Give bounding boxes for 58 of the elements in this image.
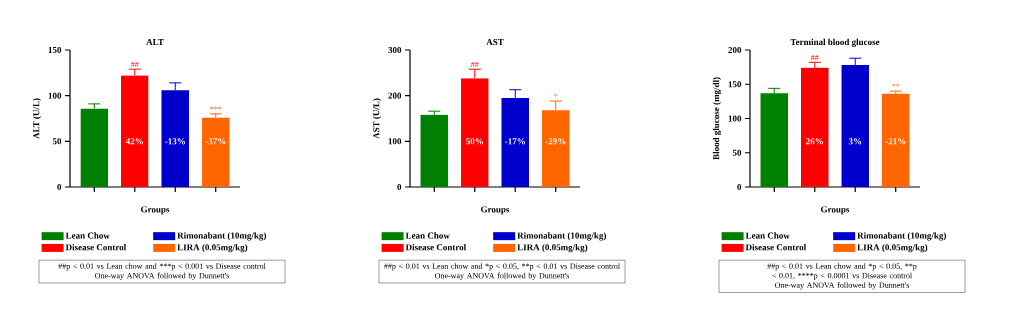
annotation: ***: [210, 106, 222, 110]
y-tick-label: 300: [388, 46, 402, 54]
annotation: **: [892, 83, 900, 87]
y-tick-label: 0: [737, 183, 742, 191]
y-tick-label: 200: [388, 92, 402, 99]
text: ##p < 0.01 vs Lean chow and *p < 0.05,: [767, 263, 902, 271]
annotation: -37%: [205, 138, 226, 145]
legend-label: Rimonabant (10mg/kg): [517, 232, 607, 241]
annotation: 50%: [466, 138, 483, 145]
legend-label: LIRA (0.05mg/kg): [177, 244, 248, 253]
y-tick-label: 50: [732, 149, 742, 156]
text: One-way ANOVA followed by Dunnett's: [95, 272, 230, 280]
y-tick-label: 100: [48, 92, 62, 99]
y-tick-label: 0: [397, 183, 402, 191]
legend-label: Rimonabant (10mg/kg): [857, 232, 947, 241]
legend-label: Lean Chow: [65, 232, 110, 239]
x-axis-title: Groups: [821, 206, 850, 215]
annotation: ##: [810, 54, 819, 61]
chart-title: Terminal blood glucose: [790, 38, 880, 47]
legend-label: Lean Chow: [745, 232, 790, 239]
y-axis-title: ALT (U/L): [32, 98, 42, 139]
text: < 0.01,: [772, 272, 795, 280]
legend-label: LIRA (0.05mg/kg): [857, 244, 928, 253]
legend-label: Lean Chow: [405, 232, 450, 239]
annotation: ##: [470, 61, 479, 67]
annotation: 3%: [848, 138, 862, 145]
y-tick-label: 50: [52, 138, 62, 145]
annotation: 26%: [806, 138, 823, 145]
y-tick-label: 200: [728, 46, 742, 54]
annotation: 42%: [125, 138, 143, 145]
y-axis-title: AST (U/L): [372, 98, 382, 139]
text: ##p < 0.01 vs Lean chow and *p < 0.05, **p < 0.01 vs Disease control: [384, 263, 620, 271]
text: ****p < 0.0001 vs Disease control: [798, 272, 912, 280]
annotation: -29%: [545, 138, 566, 145]
y-tick-label: 100: [388, 138, 402, 145]
legend-label: Disease Control: [405, 244, 467, 251]
chart-title: ALT: [146, 39, 164, 45]
text: One-way ANOVA followed by Dunnett's: [775, 282, 910, 290]
y-tick-label: 150: [728, 81, 742, 88]
y-tick-label: 0: [57, 183, 62, 191]
x-axis-title: Groups: [141, 206, 170, 215]
text: One-way ANOVA followed by Dunnett's: [435, 272, 570, 280]
y-axis-title: Blood glucose (mg/dl): [712, 77, 722, 160]
annotation: *: [554, 93, 558, 97]
legend-label: Rimonabant (10mg/kg): [177, 232, 267, 241]
text: **p: [905, 263, 917, 271]
legend-label: Disease Control: [745, 244, 807, 251]
annotation: -17%: [505, 138, 525, 145]
annotation: -21%: [885, 138, 906, 145]
legend-label: LIRA (0.05mg/kg): [517, 244, 588, 253]
y-tick-label: 100: [728, 115, 742, 122]
chart-title: AST: [486, 39, 504, 46]
annotation: -13%: [165, 138, 185, 145]
legend-label: Disease Control: [65, 244, 127, 251]
annotation: ##: [130, 61, 139, 67]
text: ##p < 0.01 vs Lean chow and ***p < 0.001 vs Disease control: [58, 263, 266, 271]
y-tick-label: 150: [48, 46, 62, 54]
x-axis-title: Groups: [481, 206, 510, 215]
